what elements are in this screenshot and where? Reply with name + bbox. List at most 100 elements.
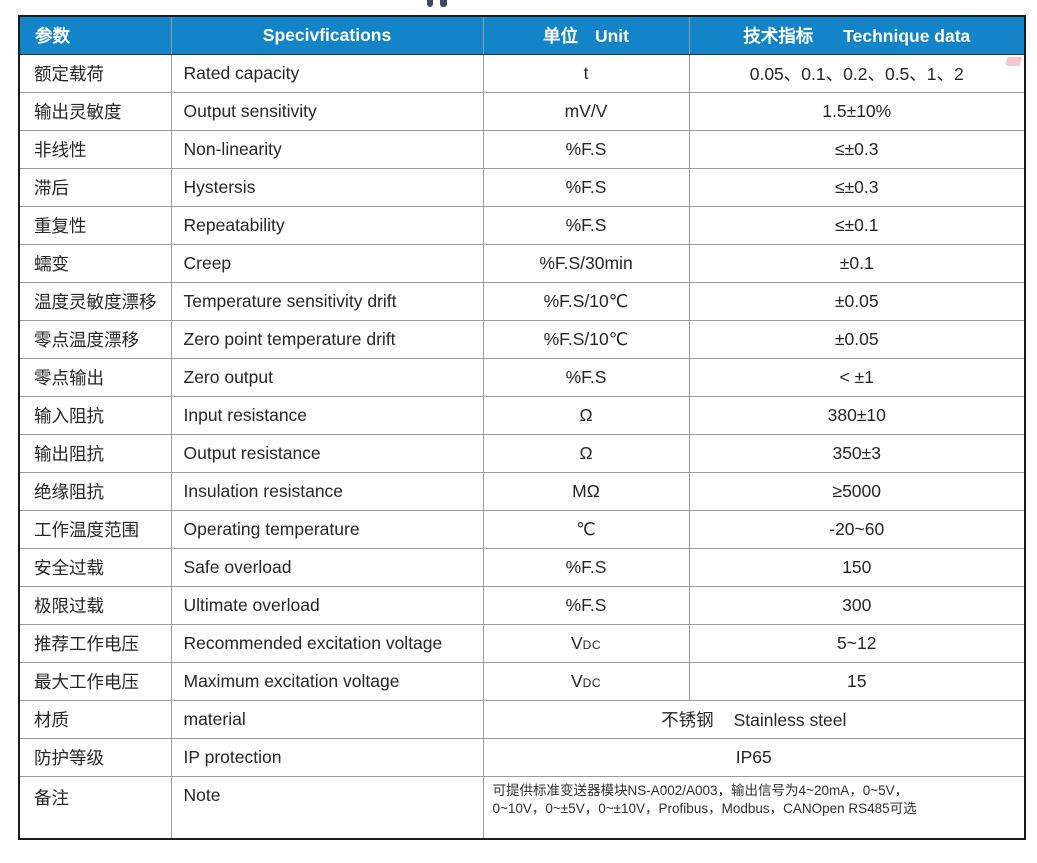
param-en: Rated capacity bbox=[170, 53, 484, 93]
value-cell: ±0.05 bbox=[688, 319, 1026, 359]
unit-cell: %F.S bbox=[482, 585, 690, 625]
param-zh: 零点输出 bbox=[18, 357, 172, 397]
header-unit-en: Unit bbox=[594, 25, 630, 46]
value-cell: 0.05、0.1、0.2、0.5、1、2 bbox=[688, 53, 1026, 93]
param-en: Repeatability bbox=[170, 205, 484, 245]
specifications-table: 参数 Specivfications 单位 Unit 技术指标 Technique … bbox=[18, 15, 1026, 840]
param-en: Temperature sensitivity drift bbox=[170, 281, 484, 321]
scan-artifact bbox=[427, 0, 433, 7]
scan-artifact bbox=[440, 0, 447, 7]
ip-value-cell: IP65 bbox=[482, 737, 1026, 777]
param-en: Maximum excitation voltage bbox=[170, 661, 484, 701]
param-en: Safe overload bbox=[170, 547, 484, 587]
param-zh: 重复性 bbox=[18, 205, 172, 245]
param-zh: 滞后 bbox=[18, 167, 172, 207]
spec-row-ultimate-overload: 极限过载 Ultimate overload %F.S 300 bbox=[18, 585, 1026, 625]
value-cell: ≥5000 bbox=[688, 471, 1026, 511]
spec-row-output-sensitivity: 输出灵敏度 Output sensitivity mV/V 1.5±10% bbox=[18, 91, 1026, 131]
header-unit-zh: 单位 bbox=[542, 25, 578, 46]
param-en: Insulation resistance bbox=[170, 471, 484, 511]
spec-row-note: 备注 Note 可提供标准变送器模块NS-A002/A003，输出信号为4~20… bbox=[18, 775, 1026, 840]
param-zh: 推荐工作电压 bbox=[18, 623, 172, 663]
spec-row-creep: 蠕变 Creep %F.S/30min ±0.1 bbox=[18, 243, 1026, 283]
param-zh: 绝缘阻抗 bbox=[18, 471, 172, 511]
value-cell: ±0.1 bbox=[688, 243, 1026, 283]
param-zh: 额定载荷 bbox=[18, 53, 172, 93]
param-zh: 最大工作电压 bbox=[18, 661, 172, 701]
spec-row-maximum-voltage: 最大工作电压 Maximum excitation voltage VDC 15 bbox=[18, 661, 1026, 701]
spec-row-zero-temp-drift: 零点温度漂移 Zero point temperature drift %F.S… bbox=[18, 319, 1026, 359]
unit-cell: Ω bbox=[482, 395, 690, 435]
param-zh: 蠕变 bbox=[18, 243, 172, 283]
header-param: 参数 bbox=[18, 16, 172, 55]
value-cell: 1.5±10% bbox=[688, 91, 1026, 131]
value-cell: < ±1 bbox=[688, 357, 1026, 397]
unit-cell: ℃ bbox=[482, 509, 690, 549]
unit-cell: %F.S/10℃ bbox=[482, 319, 690, 359]
spec-row-material: 材质 material 不锈钢 Stainless steel bbox=[18, 699, 1026, 739]
param-zh: 输入阻抗 bbox=[18, 395, 172, 435]
unit-cell: %F.S/10℃ bbox=[482, 281, 690, 321]
param-zh: 防护等级 bbox=[18, 737, 172, 777]
unit-main: V bbox=[570, 670, 583, 691]
value-cell: 300 bbox=[688, 585, 1026, 625]
param-en: Non-linearity bbox=[170, 129, 484, 169]
param-en: Zero point temperature drift bbox=[170, 319, 484, 359]
param-zh: 材质 bbox=[18, 699, 172, 739]
value-cell: ≤±0.1 bbox=[688, 205, 1026, 245]
spec-row-non-linearity: 非线性 Non-linearity %F.S ≤±0.3 bbox=[18, 129, 1026, 169]
param-zh: 极限过载 bbox=[18, 585, 172, 625]
param-zh: 工作温度范围 bbox=[18, 509, 172, 549]
header-data-zh: 技术指标 bbox=[743, 25, 814, 46]
param-zh: 输出灵敏度 bbox=[18, 91, 172, 131]
unit-main: V bbox=[570, 632, 583, 653]
unit-cell: %F.S bbox=[482, 205, 690, 245]
param-en: Zero output bbox=[170, 357, 484, 397]
spec-row-ip-protection: 防护等级 IP protection IP65 bbox=[18, 737, 1026, 777]
spec-row-input-resistance: 输入阻抗 Input resistance Ω 380±10 bbox=[18, 395, 1026, 435]
value-cell: ≤±0.3 bbox=[688, 167, 1026, 207]
spec-row-hysteresis: 滞后 Hystersis %F.S ≤±0.3 bbox=[18, 167, 1026, 207]
unit-cell: %F.S bbox=[482, 547, 690, 587]
unit-cell: %F.S bbox=[482, 129, 690, 169]
spec-row-temp-sensitivity-drift: 温度灵敏度漂移 Temperature sensitivity drift %F… bbox=[18, 281, 1026, 321]
value-cell: 350±3 bbox=[688, 433, 1026, 473]
spec-row-zero-output: 零点输出 Zero output %F.S < ±1 bbox=[18, 357, 1026, 397]
value-cell: ±0.05 bbox=[688, 281, 1026, 321]
param-zh: 安全过载 bbox=[18, 547, 172, 587]
unit-cell: %F.S bbox=[482, 357, 690, 397]
spec-row-safe-overload: 安全过载 Safe overload %F.S 150 bbox=[18, 547, 1026, 587]
param-zh: 备注 bbox=[18, 775, 172, 840]
header-data-en: Technique data bbox=[843, 25, 971, 46]
spec-row-recommended-voltage: 推荐工作电压 Recommended excitation voltage VD… bbox=[18, 623, 1026, 663]
material-value-en: Stainless steel bbox=[733, 709, 847, 730]
param-zh: 零点温度漂移 bbox=[18, 319, 172, 359]
header-row: 参数 Specivfications 单位 Unit 技术指标 Technique … bbox=[18, 16, 1026, 55]
unit-cell: VDC bbox=[482, 623, 690, 663]
unit-cell: mV/V bbox=[482, 91, 690, 131]
note-line-2: 0~10V，0~±5V，0~±10V，Profibus，Modbus，CANOp… bbox=[492, 801, 917, 817]
param-zh: 温度灵敏度漂移 bbox=[18, 281, 172, 321]
value-cell: 380±10 bbox=[688, 395, 1026, 435]
param-en: material bbox=[170, 699, 484, 739]
value-cell: 15 bbox=[688, 661, 1026, 701]
param-en: IP protection bbox=[170, 737, 484, 777]
value-cell: 5~12 bbox=[688, 623, 1026, 663]
material-value-cell: 不锈钢 Stainless steel bbox=[482, 699, 1026, 739]
unit-cell: %F.S/30min bbox=[482, 243, 690, 283]
param-en: Note bbox=[170, 775, 484, 840]
note-value-cell: 可提供标准变送器模块NS-A002/A003，输出信号为4~20mA，0~5V，… bbox=[482, 775, 1026, 840]
note-line-1: 可提供标准变送器模块NS-A002/A003，输出信号为4~20mA，0~5V， bbox=[492, 782, 909, 798]
unit-cell: Ω bbox=[482, 433, 690, 473]
param-en: Input resistance bbox=[170, 395, 484, 435]
param-en: Output sensitivity bbox=[170, 91, 484, 131]
param-en: Creep bbox=[170, 243, 484, 283]
spec-row-operating-temperature: 工作温度范围 Operating temperature ℃ -20~60 bbox=[18, 509, 1026, 549]
value-cell: ≤±0.3 bbox=[688, 129, 1026, 169]
unit-sub: DC bbox=[582, 637, 602, 652]
header-specifications: Specivfications bbox=[170, 16, 484, 55]
spec-row-repeatability: 重复性 Repeatability %F.S ≤±0.1 bbox=[18, 205, 1026, 245]
param-zh: 输出阻抗 bbox=[18, 433, 172, 473]
unit-cell: %F.S bbox=[482, 167, 690, 207]
unit-cell: MΩ bbox=[482, 471, 690, 511]
